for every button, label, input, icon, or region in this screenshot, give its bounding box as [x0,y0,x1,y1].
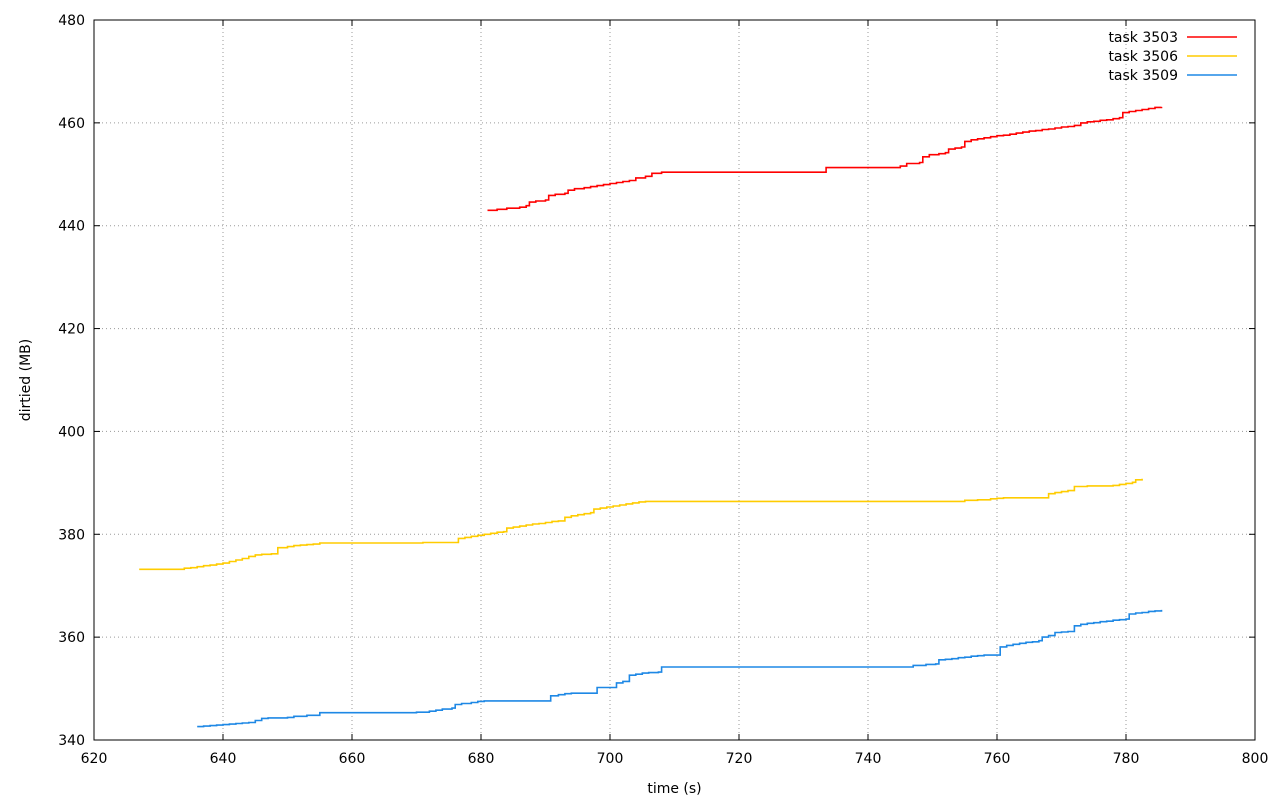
y-tick-label: 480 [58,13,85,29]
axis-ticks: 620 640 660 680 700 720 740 760 780 800 340 360 380 4… [58,13,1268,767]
y-tick-label: 420 [58,322,85,338]
legend-label: task 3509 [1108,68,1178,84]
x-tick-label: 700 [597,751,624,767]
grid [94,20,1255,740]
y-tick-label: 440 [58,219,85,235]
legend: task 3503 task 3506 task 3509 [1108,30,1237,84]
y-axis-label: dirtied (MB) [18,339,34,421]
x-tick-label: 800 [1242,751,1269,767]
y-tick-label: 340 [58,733,85,749]
x-tick-label: 760 [984,751,1011,767]
x-tick-label: 780 [1113,751,1140,767]
series-group [139,106,1163,728]
plot-frame [93,19,1256,741]
y-tick-label: 460 [58,116,85,132]
y-tick-label: 400 [58,424,85,440]
x-tick-label: 660 [339,751,366,767]
x-tick-label: 620 [81,751,108,767]
series-line-task-3506 [139,478,1143,571]
x-tick-label: 640 [210,751,237,767]
y-tick-label: 360 [58,630,85,646]
x-tick-label: 720 [726,751,753,767]
y-tick-label: 380 [58,527,85,543]
legend-label: task 3503 [1108,30,1178,46]
x-axis-label: time (s) [647,781,701,797]
x-tick-label: 740 [855,751,882,767]
legend-label: task 3506 [1108,49,1178,65]
x-tick-label: 680 [468,751,495,767]
series-line-task-3503 [487,106,1163,212]
series-line-task-3509 [197,609,1163,728]
